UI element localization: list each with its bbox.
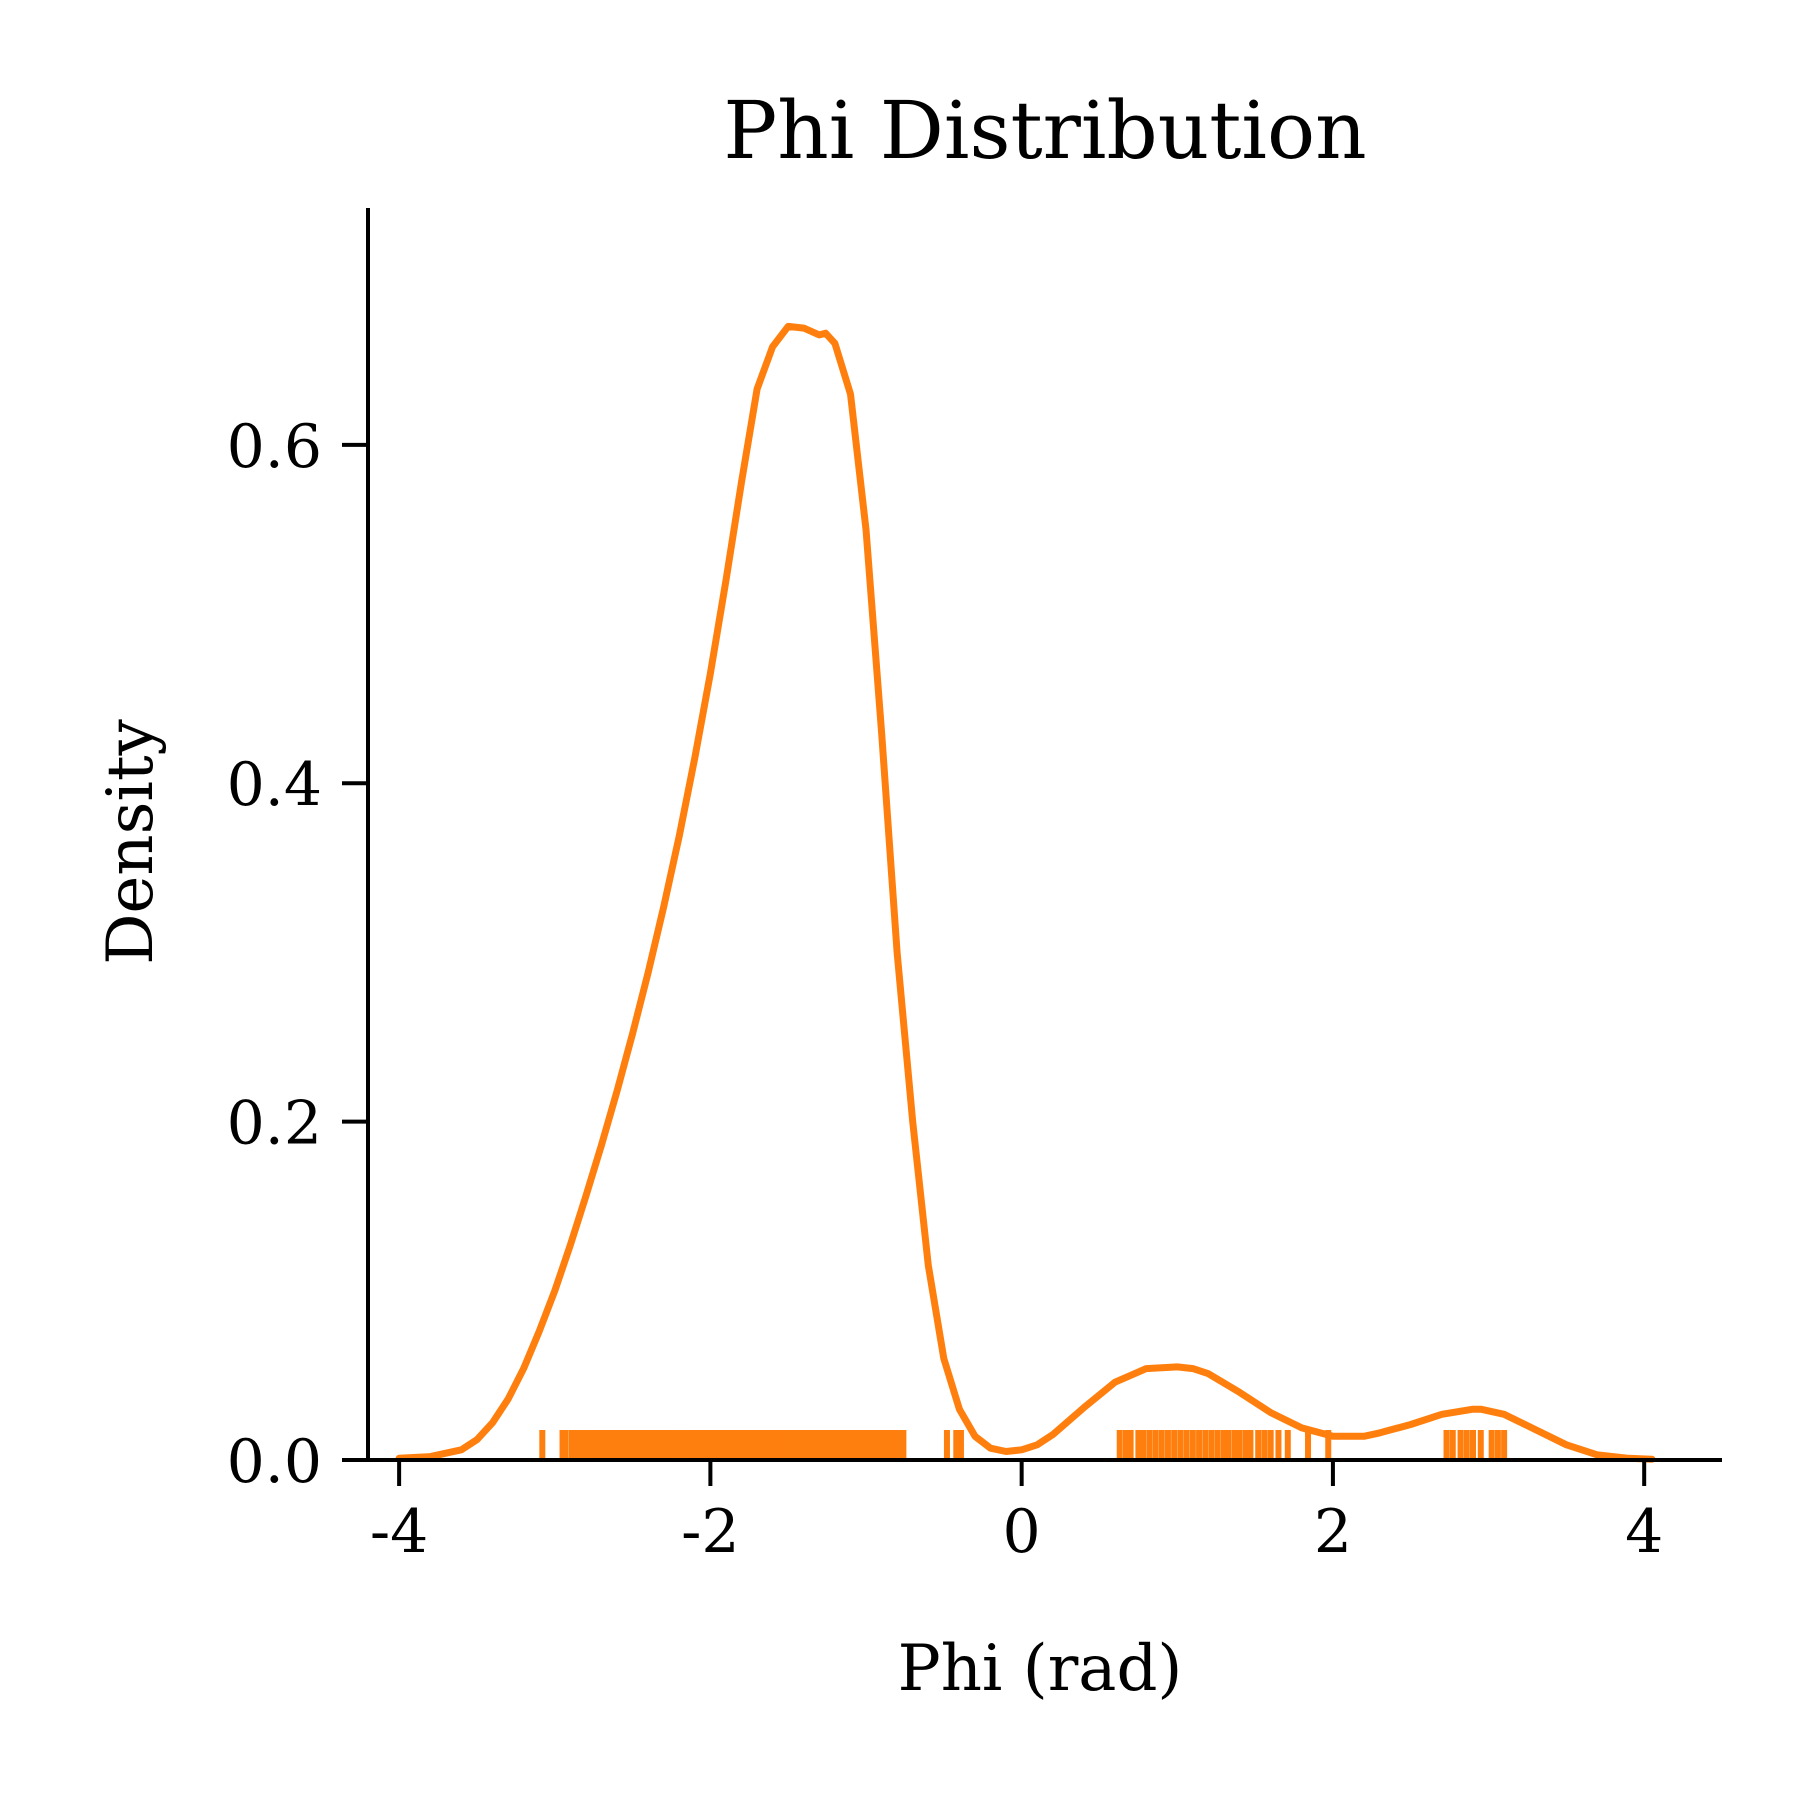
x-axis-ticks: -4 -2 0 2 4 [370, 1460, 1663, 1567]
y-tick-label: 0.6 [227, 412, 322, 482]
x-tick-label: 4 [1625, 1497, 1663, 1567]
chart-title: Phi Distribution [723, 84, 1366, 177]
y-tick-label: 0.2 [227, 1089, 322, 1159]
x-axis-label: Phi (rad) [898, 1632, 1183, 1706]
y-tick-label: 0.4 [227, 750, 322, 820]
rug-marks [539, 1430, 1508, 1460]
y-axis-label: Density [94, 719, 168, 965]
x-tick-label: -2 [681, 1497, 739, 1567]
y-axis-ticks: 0.0 0.2 0.4 0.6 [227, 412, 368, 1497]
x-tick-label: -4 [370, 1497, 428, 1567]
kde-line [395, 322, 1656, 1463]
y-tick-label: 0.0 [227, 1427, 322, 1497]
x-tick-label: 0 [1003, 1497, 1041, 1567]
x-tick-label: 2 [1314, 1497, 1352, 1567]
